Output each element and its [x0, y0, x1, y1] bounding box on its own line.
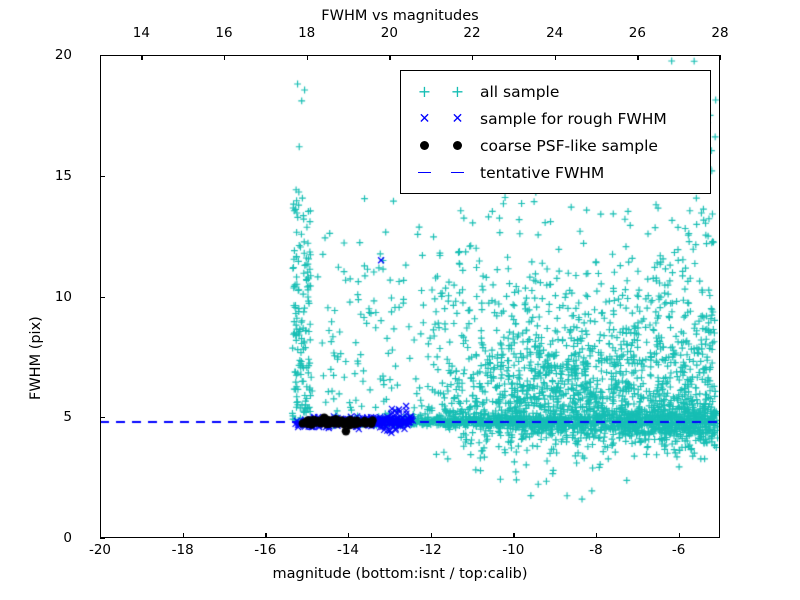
legend-item-psf-like: coarse PSF-like sample: [408, 132, 701, 159]
x-tick-label-top: 24: [546, 25, 564, 41]
x-tick-label-top: 26: [628, 25, 646, 41]
tick-mark: [306, 55, 308, 60]
x-tick-label-top: 20: [380, 25, 398, 41]
x-tick-label-top: 22: [463, 25, 481, 41]
tick-mark: [513, 533, 515, 538]
y-axis-label: FWHM (pix): [28, 316, 44, 400]
y-tick-label: 5: [63, 409, 72, 426]
x-tick-label-bottom: -12: [419, 542, 442, 558]
tick-mark: [141, 55, 143, 60]
legend: + + all sample ✕ ✕ sample for rough FWHM…: [400, 70, 711, 194]
y-tick-label: 0: [63, 530, 72, 546]
tick-mark: [596, 533, 598, 538]
tick-mark: [100, 533, 102, 538]
x-tick-label-bottom: -14: [336, 542, 360, 558]
legend-marker-plus-icon: + +: [417, 81, 465, 101]
tick-mark: [100, 175, 105, 177]
legend-item-all-sample: + + all sample: [408, 78, 701, 105]
legend-item-tentative-fwhm: tentative FWHM: [408, 159, 701, 186]
x-tick-label-bottom: -16: [254, 542, 277, 558]
tick-mark: [389, 55, 391, 60]
x-tick-label-bottom: -8: [589, 542, 603, 558]
tick-mark: [224, 55, 226, 60]
legend-label-tentative-fwhm: tentative FWHM: [480, 163, 605, 182]
tick-mark: [678, 533, 680, 538]
tick-mark: [100, 538, 105, 540]
tick-mark: [472, 55, 474, 60]
legend-item-rough-fwhm: ✕ ✕ sample for rough FWHM: [408, 105, 701, 132]
chart-title: FWHM vs magnitudes: [321, 8, 479, 24]
x-tick-label-bottom: -20: [88, 542, 112, 558]
y-tick-label: 15: [54, 167, 72, 184]
legend-label-all-sample: all sample: [480, 82, 560, 101]
tick-mark: [100, 296, 105, 298]
tick-mark: [348, 533, 350, 538]
x-tick-label-bottom: -6: [671, 542, 686, 558]
y-tick-label: 10: [54, 288, 72, 305]
x-tick-label-bottom: -18: [171, 542, 194, 558]
x-tick-label-bottom: -10: [502, 542, 525, 558]
legend-marker-dot-icon: [408, 141, 474, 150]
legend-label-rough-fwhm: sample for rough FWHM: [480, 109, 667, 128]
x-tick-label-top: 16: [215, 25, 233, 41]
tick-mark: [720, 55, 722, 60]
tick-mark: [265, 533, 267, 538]
tick-mark: [637, 55, 639, 60]
legend-marker-dashed-line-icon: [408, 172, 474, 173]
tick-mark: [430, 533, 432, 538]
tick-mark: [554, 55, 556, 60]
y-tick-label: 20: [54, 47, 72, 63]
x-axis-label: magnitude (bottom:isnt / top:calib): [272, 566, 528, 582]
tick-mark: [100, 55, 105, 57]
legend-label-psf-like: coarse PSF-like sample: [480, 136, 658, 155]
tick-mark: [182, 533, 184, 538]
tick-mark: [100, 417, 105, 419]
x-tick-label-top: 14: [132, 25, 150, 41]
legend-marker-cross-icon: ✕ ✕: [418, 110, 464, 127]
x-tick-label-top: 18: [298, 25, 316, 41]
x-tick-label-top: 28: [711, 25, 729, 41]
